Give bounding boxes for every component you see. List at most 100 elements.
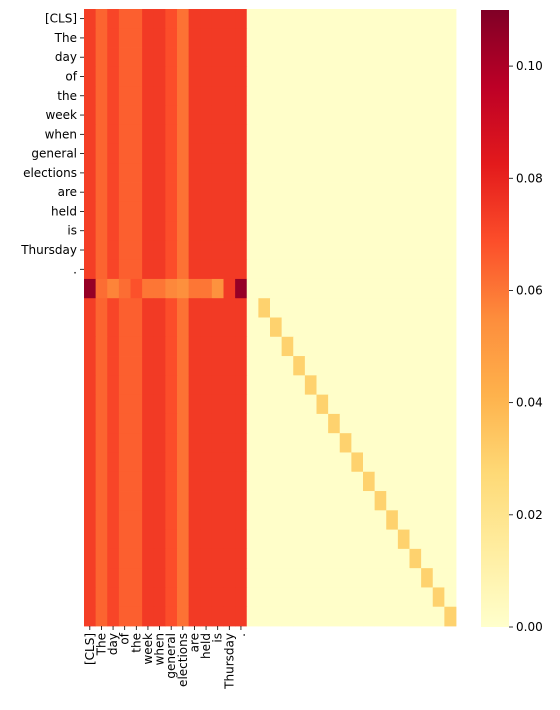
heatmap-cell — [304, 105, 317, 126]
heatmap-cell — [374, 529, 387, 550]
heatmap-cell — [432, 66, 445, 87]
heatmap-cell — [142, 471, 155, 492]
heatmap-cell — [211, 105, 224, 126]
heatmap-cell — [281, 606, 294, 627]
heatmap-cell — [235, 163, 248, 183]
heatmap-cell — [293, 66, 306, 87]
heatmap-cell — [118, 356, 131, 376]
heatmap-cell — [200, 433, 213, 453]
heatmap-cell — [374, 317, 387, 338]
heatmap-cell — [153, 163, 166, 183]
heatmap-cell — [421, 413, 434, 434]
heatmap-cell — [258, 278, 271, 299]
heatmap-cell — [432, 221, 445, 241]
heatmap-cell — [95, 317, 108, 338]
heatmap-cell — [339, 317, 352, 338]
heatmap-cell — [304, 278, 317, 299]
heatmap-cell — [165, 413, 178, 434]
heatmap-cell — [328, 471, 341, 492]
heatmap-cell — [339, 163, 352, 183]
heatmap-cell — [118, 317, 131, 338]
heatmap-cell — [444, 375, 457, 396]
heatmap-cell — [444, 105, 457, 126]
heatmap-cell — [153, 259, 166, 280]
heatmap-cell — [339, 259, 352, 280]
heatmap-cell — [432, 143, 445, 164]
heatmap-cell — [246, 66, 259, 87]
heatmap-cell — [351, 47, 364, 68]
heatmap-cell — [363, 47, 376, 68]
heatmap-cell — [444, 317, 457, 338]
heatmap-cell — [374, 587, 387, 608]
heatmap-cell — [188, 452, 201, 473]
heatmap-cell — [270, 105, 283, 126]
heatmap-cell — [223, 433, 236, 453]
heatmap-cell — [351, 163, 364, 183]
heatmap-cell — [374, 548, 387, 569]
heatmap-cell — [397, 375, 410, 396]
heatmap-cell — [153, 471, 166, 492]
heatmap-cell — [432, 510, 445, 530]
heatmap-cell — [246, 548, 259, 569]
heatmap-cell — [421, 375, 434, 396]
heatmap-cell — [374, 375, 387, 396]
heatmap-cell — [130, 66, 143, 87]
heatmap-cell — [339, 143, 352, 164]
heatmap-cell — [374, 278, 387, 299]
heatmap-cell — [351, 28, 364, 48]
heatmap-cell — [421, 356, 434, 376]
heatmap-cell — [351, 548, 364, 569]
heatmap-cell — [246, 587, 259, 608]
heatmap-cell — [188, 201, 201, 222]
heatmap-cell — [153, 606, 166, 627]
heatmap-cell — [107, 336, 120, 357]
heatmap-cell — [397, 9, 410, 29]
heatmap-cell — [142, 375, 155, 396]
heatmap-cell — [293, 471, 306, 492]
heatmap-cell — [246, 413, 259, 434]
heatmap-cell — [211, 240, 224, 261]
heatmap-cell — [165, 105, 178, 126]
heatmap-cell — [107, 606, 120, 627]
heatmap-cell — [409, 394, 422, 415]
heatmap-cell — [107, 394, 120, 415]
heatmap-cell — [374, 143, 387, 164]
heatmap-cell — [84, 86, 97, 106]
heatmap-cell — [328, 587, 341, 608]
heatmap-cell — [432, 317, 445, 338]
heatmap-cell — [270, 86, 283, 106]
heatmap-cell — [211, 452, 224, 473]
heatmap-cell — [235, 298, 248, 318]
heatmap-cell — [223, 394, 236, 415]
heatmap-cell — [328, 182, 341, 203]
heatmap-cell — [328, 491, 341, 511]
heatmap-cell — [304, 394, 317, 415]
heatmap-cell — [281, 105, 294, 126]
heatmap-cell — [235, 259, 248, 280]
heatmap-cell — [177, 568, 190, 588]
heatmap-cell — [223, 336, 236, 357]
heatmap-cell — [421, 143, 434, 164]
heatmap-cell — [339, 182, 352, 203]
heatmap-cell — [95, 568, 108, 588]
heatmap-cell — [142, 606, 155, 627]
heatmap-cell — [211, 356, 224, 376]
heatmap-cell — [211, 221, 224, 241]
heatmap-cell — [118, 221, 131, 241]
heatmap-cell — [130, 105, 143, 126]
heatmap-cell — [386, 529, 399, 550]
heatmap-cell — [130, 143, 143, 164]
heatmap-cell — [246, 221, 259, 241]
heatmap-cell — [397, 143, 410, 164]
x-tick-label: of — [118, 632, 132, 644]
heatmap-cell — [363, 298, 376, 318]
heatmap-cell — [444, 86, 457, 106]
heatmap-cell — [270, 413, 283, 434]
heatmap-cell — [107, 317, 120, 338]
heatmap-cell — [188, 356, 201, 376]
heatmap-cell — [351, 433, 364, 453]
heatmap-cell — [258, 66, 271, 87]
heatmap-cell — [107, 182, 120, 203]
y-tick-label: when — [45, 127, 77, 141]
heatmap-cell — [397, 201, 410, 222]
